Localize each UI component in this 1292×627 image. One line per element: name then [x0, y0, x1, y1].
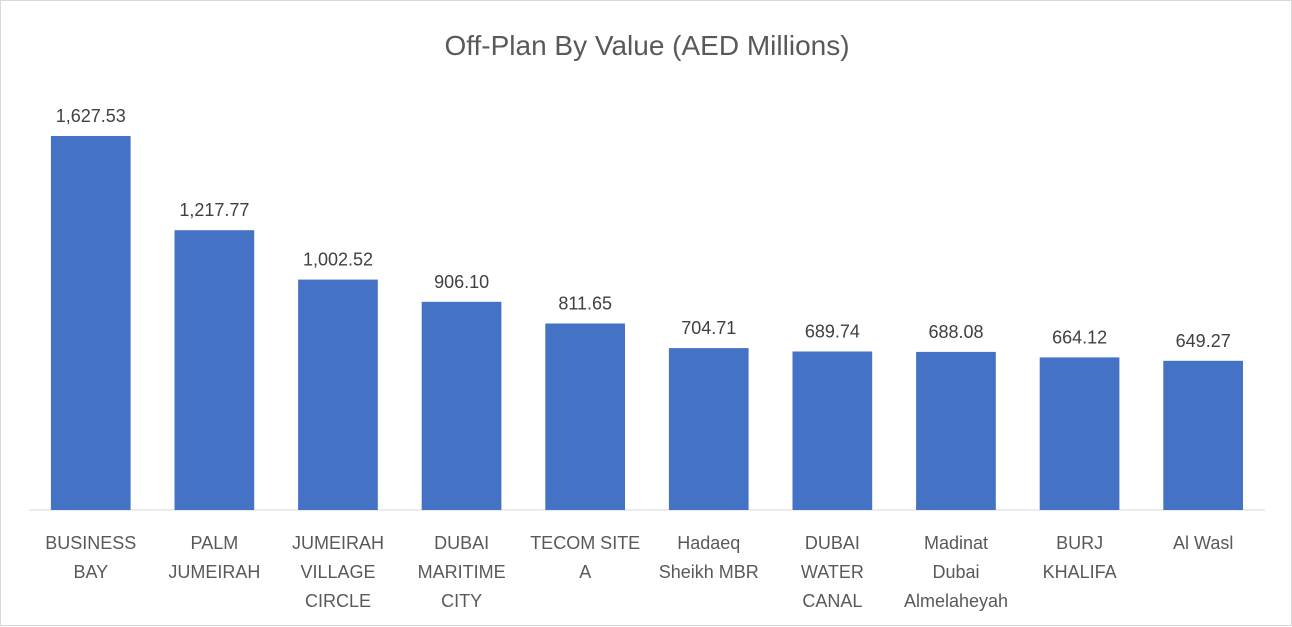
- data-label-0: 1,627.53: [56, 106, 126, 126]
- data-label-6: 689.74: [805, 322, 860, 342]
- data-label-8: 664.12: [1052, 327, 1107, 347]
- category-label-0-line-1: BAY: [73, 562, 108, 582]
- category-label-2: JUMEIRAH VILLAGE CIRCLE: [292, 533, 384, 611]
- category-label-6-line-2: CANAL: [802, 591, 862, 611]
- category-label-2-line-2: CIRCLE: [305, 591, 371, 611]
- data-label-4: 811.65: [558, 294, 612, 314]
- category-label-2-line-0: JUMEIRAH: [292, 533, 384, 553]
- category-label-4-line-0: TECOM SITE: [530, 533, 640, 553]
- bar-8: [1039, 357, 1120, 510]
- bar-5: [668, 348, 749, 510]
- bar-1: [174, 230, 255, 510]
- category-label-6: DUBAI WATER CANAL: [801, 533, 864, 611]
- bars-group: [50, 136, 1243, 510]
- category-label-0-line-0: BUSINESS: [45, 533, 136, 553]
- category-label-5-line-1: Sheikh MBR: [659, 562, 759, 582]
- bar-6: [792, 351, 873, 510]
- category-label-7-line-2: Almelaheyah: [904, 591, 1008, 611]
- bar-2: [298, 279, 378, 510]
- category-label-8: BURJ KHALIFA: [1043, 533, 1117, 582]
- category-label-5: Hadaeq Sheikh MBR: [659, 533, 759, 582]
- category-label-6-line-0: DUBAI: [805, 533, 860, 553]
- category-label-1: PALM JUMEIRAH: [168, 533, 260, 582]
- data-label-2: 1,002.52: [303, 250, 373, 270]
- category-label-1-line-0: PALM: [191, 533, 239, 553]
- category-label-8-line-0: BURJ: [1056, 533, 1103, 553]
- data-label-3: 906.10: [434, 272, 489, 292]
- category-label-7-line-0: Madinat: [924, 533, 988, 553]
- category-label-9: Al Wasl: [1173, 533, 1233, 553]
- category-label-3-line-2: CITY: [441, 591, 482, 611]
- bar-3: [421, 301, 502, 510]
- category-label-5-line-0: Hadaeq: [677, 533, 740, 553]
- chart-title: Off-Plan By Value (AED Millions): [444, 30, 849, 61]
- data-label-5: 704.71: [681, 318, 736, 338]
- category-label-0: BUSINESS BAY: [45, 533, 136, 582]
- bar-4: [545, 323, 625, 510]
- category-label-4: TECOM SITE A: [530, 533, 640, 582]
- category-label-3: DUBAI MARITIME CITY: [418, 533, 506, 611]
- category-label-9-line-0: Al Wasl: [1173, 533, 1233, 553]
- category-label-6-line-1: WATER: [801, 562, 864, 582]
- data-label-7: 688.08: [928, 322, 983, 342]
- category-label-3-line-1: MARITIME: [418, 562, 506, 582]
- category-label-3-line-0: DUBAI: [434, 533, 489, 553]
- bar-0: [50, 136, 131, 510]
- category-label-8-line-1: KHALIFA: [1043, 562, 1117, 582]
- category-label-1-line-1: JUMEIRAH: [168, 562, 260, 582]
- category-label-7-line-1: Dubai: [932, 562, 979, 582]
- bar-9: [1163, 360, 1243, 510]
- data-labels-group: 1,627.53 1,217.77 1,002.52 906.10 811.65 704.…: [56, 106, 1231, 351]
- category-labels-group: BUSINESS BAY PALM JUMEIRAH JUMEIRAH VILLAGE CI…: [45, 533, 1233, 611]
- data-label-9: 649.27: [1176, 331, 1231, 351]
- data-label-1: 1,217.77: [179, 200, 249, 220]
- category-label-7: Madinat Dubai Almelaheyah: [904, 533, 1008, 611]
- category-label-4-line-1: A: [579, 562, 591, 582]
- bar-7: [916, 351, 996, 510]
- category-label-2-line-1: VILLAGE: [300, 562, 375, 582]
